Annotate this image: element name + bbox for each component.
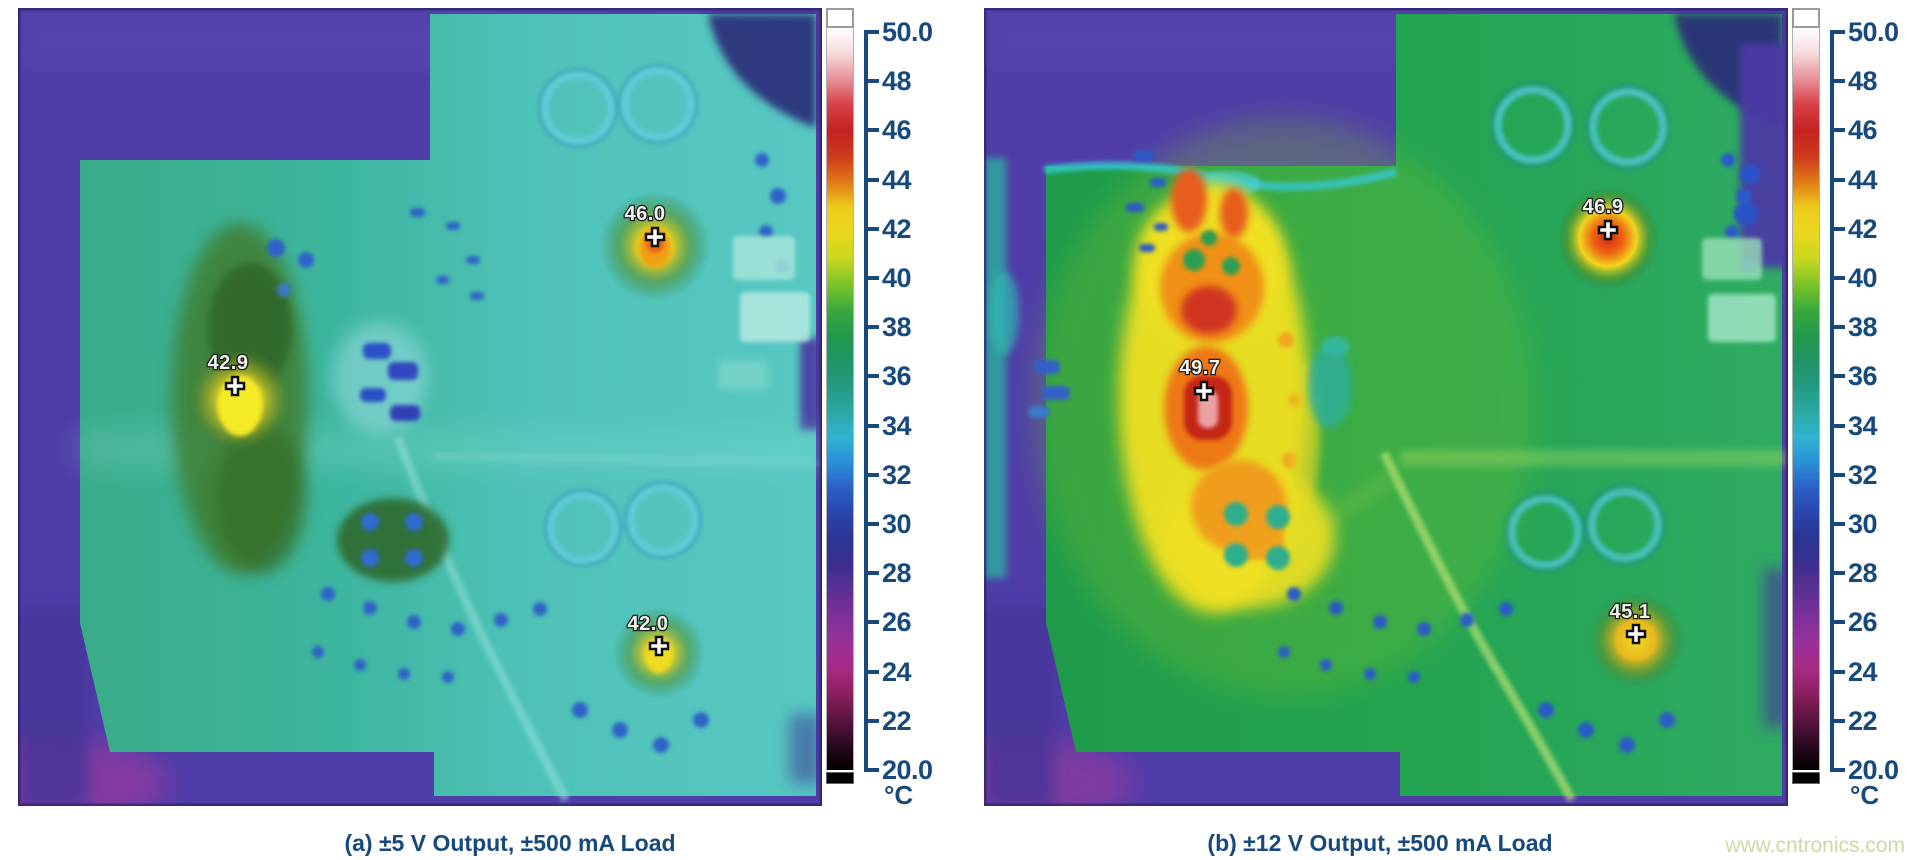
- tick-label: 28: [882, 557, 912, 588]
- tick-label: 44: [882, 164, 912, 195]
- cable-trace: [1379, 451, 1576, 803]
- tick-label: 38: [1848, 311, 1878, 342]
- spot-value: 45.1: [1610, 601, 1651, 623]
- colorbar-b: [1792, 8, 1820, 784]
- tick-label: 26: [1848, 606, 1878, 637]
- tick-label: 28: [1848, 557, 1878, 588]
- tick-label: 26: [882, 606, 912, 637]
- tick-label: 30: [1848, 508, 1878, 539]
- pale-patches-b: [1702, 238, 1776, 342]
- via-dots-a: [312, 153, 789, 753]
- scale-axis: [1830, 32, 1834, 770]
- caption-b: (b) ±12 V Output, ±500 mA Load: [1207, 830, 1553, 856]
- scale-unit: °C: [884, 780, 914, 810]
- tick-label: 44: [1848, 164, 1878, 195]
- cross-component: [337, 498, 449, 582]
- capacitor-rings-a: [538, 64, 702, 567]
- tick-label: 20.0: [882, 754, 933, 785]
- tick-label: 50.0: [1848, 16, 1899, 47]
- tick-label: 24: [1848, 656, 1878, 687]
- colorbar-gradient: [826, 28, 854, 770]
- spot-marker-3-b: 45.1: [1608, 600, 1651, 645]
- thermal-image-b: 49.7 46.9 45.1: [984, 8, 1788, 806]
- spot-marker-3-a: 42.0: [626, 612, 669, 657]
- colorbar-underflow-cell: [826, 772, 854, 784]
- tick-label: 34: [882, 410, 912, 441]
- colorbar-a: [826, 8, 854, 784]
- colorbar-underflow-cell: [1792, 772, 1820, 784]
- tick-label: 36: [1848, 360, 1878, 391]
- image-border: [18, 8, 822, 806]
- tick-label: 22: [882, 705, 912, 736]
- spot-value: 42.0: [628, 613, 669, 635]
- tick-label: 38: [882, 311, 912, 342]
- tick-label: 36: [882, 360, 912, 391]
- tick-label: 30: [882, 508, 912, 539]
- pale-patches-a: [718, 236, 810, 390]
- colorbar-overflow-cell: [1792, 8, 1820, 28]
- scale-unit: °C: [1850, 780, 1880, 810]
- temperature-scale-a: 50.0 48 46 44 42 40 38 36 34 32 30 28 26…: [858, 8, 944, 810]
- spot-marker-1-b: 49.7: [1178, 356, 1221, 402]
- hot-zone-b: [1119, 168, 1335, 613]
- colorbar-overflow-cell: [826, 8, 854, 28]
- spot-marker-2-b: 46.9: [1581, 195, 1624, 241]
- spot-value: 46.9: [1583, 196, 1624, 218]
- colorbar-gradient: [1792, 28, 1820, 770]
- tick-label: 20.0: [1848, 754, 1899, 785]
- hotspot-1-a: [188, 348, 292, 452]
- tick-label: 48: [1848, 65, 1878, 96]
- spot-value: 42.9: [208, 352, 249, 374]
- temperature-scale-b: 50.0 48 46 44 42 40 38 36 34 32 30 28 26…: [1824, 8, 1910, 810]
- spot-marker-2-a: 46.0: [623, 202, 666, 248]
- tick-label: 24: [882, 656, 912, 687]
- spot-marker-1-a: 42.9: [206, 351, 249, 397]
- connector-pads-a: [332, 322, 428, 434]
- tick-label: 46: [1848, 114, 1878, 145]
- tick-label: 40: [1848, 262, 1878, 293]
- watermark: www.cntronics.com: [1725, 834, 1905, 857]
- tick-label: 42: [1848, 213, 1878, 244]
- tick-label: 34: [1848, 410, 1878, 441]
- thermal-scene-b: 49.7 46.9 45.1: [984, 8, 1788, 806]
- thermal-scene-a: 42.9 46.0 42.0: [18, 8, 822, 806]
- image-border: [984, 8, 1788, 806]
- tick-label: 22: [1848, 705, 1878, 736]
- spot-value: 49.7: [1180, 357, 1221, 379]
- tick-label: 32: [1848, 459, 1878, 490]
- corner-shadow: [708, 14, 816, 128]
- thermal-image-a: 42.9 46.0 42.0: [18, 8, 822, 806]
- caption-a: (a) ±5 V Output, ±500 mA Load: [344, 830, 676, 856]
- capacitor-rings-b: [1490, 82, 1671, 573]
- pads-b: [1028, 336, 1352, 428]
- scale-axis: [864, 32, 868, 770]
- tick-label: 40: [882, 262, 912, 293]
- tick-label: 48: [882, 65, 912, 96]
- tick-label: 32: [882, 459, 912, 490]
- tick-label: 50.0: [882, 16, 933, 47]
- tick-label: 46: [882, 114, 912, 145]
- spot-value: 46.0: [625, 203, 666, 225]
- tick-label: 42: [882, 213, 912, 244]
